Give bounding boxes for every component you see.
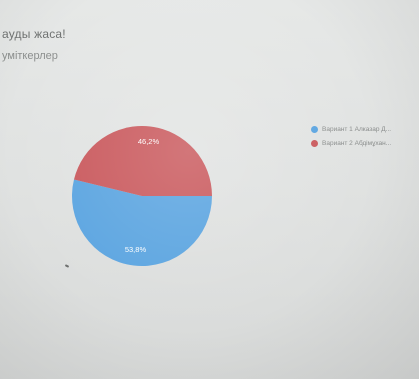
pie-slice-1[interactable] (72, 179, 212, 266)
pie-slice-label-2: 46,2% (138, 137, 160, 146)
pie-chart-area: 53,8% 46,2% (60, 110, 230, 280)
legend-dot-icon (311, 125, 318, 133)
legend-item-option-2[interactable]: Вариант 2 Абдімұхан... (311, 136, 419, 150)
pie-slice-2[interactable] (73, 125, 212, 196)
question-subtitle: уміткерлер (2, 50, 58, 62)
chart-legend: Вариант 1 Алказар Д... Вариант 2 Абдімұх… (311, 122, 419, 150)
question-title: ауды жаса! (2, 27, 66, 41)
pie-slice-label-1: 53,8% (125, 245, 147, 254)
legend-item-option-1[interactable]: Вариант 1 Алказар Д... (311, 122, 419, 136)
legend-label-option-2: Вариант 2 Абдімұхан... (322, 139, 392, 147)
pie-chart: 53,8% 46,2% (72, 125, 212, 266)
legend-dot-icon (311, 139, 318, 147)
legend-label-option-1: Вариант 1 Алказар Д... (322, 125, 392, 133)
